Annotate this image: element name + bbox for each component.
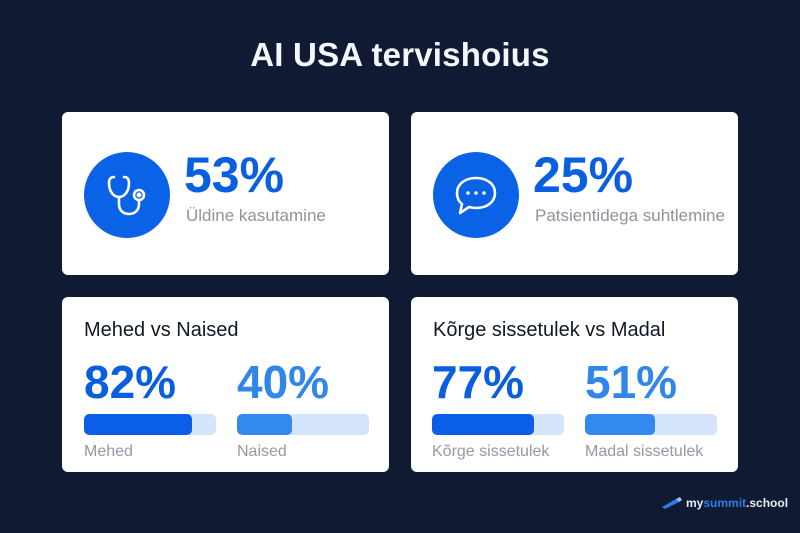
comparison-card-income: Kõrge sissetulek vs Madal 77% Kõrge siss… <box>411 297 738 472</box>
patient-communication-value: 25% <box>533 147 634 203</box>
progress-track <box>585 414 717 435</box>
progress-fill <box>237 414 293 435</box>
general-usage-label: Üldine kasutamine <box>186 206 326 225</box>
stat-label: Madal sissetulek <box>585 443 704 460</box>
progress-track <box>237 414 369 435</box>
stat-card-general-usage: 53% Üldine kasutamine <box>62 112 389 275</box>
stat-label: Naised <box>237 443 287 460</box>
comparison-title: Mehed vs Naised <box>84 319 239 341</box>
progress-track <box>432 414 564 435</box>
general-usage-value: 53% <box>184 147 285 203</box>
stethoscope-icon <box>84 152 170 238</box>
stat-label: Kõrge sissetulek <box>432 443 550 460</box>
comparison-card-gender: Mehed vs Naised 82% Mehed 40% Naised <box>62 297 389 472</box>
progress-fill <box>432 414 534 435</box>
stat-value: 40% <box>237 356 330 408</box>
stat-value: 82% <box>84 356 177 408</box>
page-title: AI USA tervishoius <box>250 36 550 73</box>
telescope-icon <box>662 497 682 509</box>
stat-label: Mehed <box>84 443 133 460</box>
brand-part-school: .school <box>746 496 789 510</box>
progress-fill <box>84 414 193 435</box>
stat-value: 51% <box>585 356 678 408</box>
stat-women: 40% Naised <box>237 359 372 461</box>
chat-bubble-icon <box>433 152 519 238</box>
progress-fill <box>585 414 655 435</box>
stat-card-patient-communication: 25% Patsientidega suhtlemine <box>411 112 738 275</box>
brand-part-my: my <box>686 496 704 510</box>
comparison-title: Kõrge sissetulek vs Madal <box>433 319 666 341</box>
stat-value: 77% <box>432 356 525 408</box>
stat-low-income: 51% Madal sissetulek <box>585 359 720 461</box>
brand-logo: mysummit.school <box>660 496 788 510</box>
brand-part-summit: summit <box>703 496 747 510</box>
stat-high-income: 77% Kõrge sissetulek <box>432 359 567 461</box>
patient-communication-label: Patsientidega suhtlemine <box>535 206 725 225</box>
progress-track <box>84 414 216 435</box>
stat-men: 82% Mehed <box>84 359 219 461</box>
